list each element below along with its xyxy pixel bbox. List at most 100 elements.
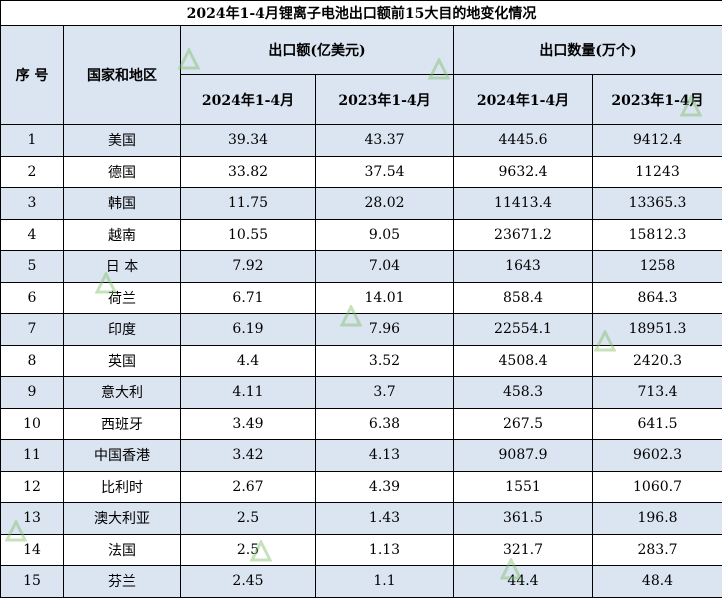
cell-value-2023: 4.39 [316, 471, 454, 503]
cell-value-2024: 4.4 [181, 345, 316, 377]
cell-qty-2023: 2420.3 [593, 345, 722, 377]
cell-qty-2023: 283.7 [593, 534, 722, 566]
cell-seq: 15 [1, 566, 64, 598]
cell-region: 美国 [64, 125, 181, 157]
cell-qty-2023: 9602.3 [593, 440, 722, 472]
cell-seq: 5 [1, 251, 64, 283]
cell-qty-2024: 9087.9 [454, 440, 593, 472]
cell-value-2024: 11.75 [181, 188, 316, 220]
cell-qty-2024: 361.5 [454, 503, 593, 535]
cell-region: 意大利 [64, 377, 181, 409]
cell-value-2023: 4.13 [316, 440, 454, 472]
cell-value-2024: 2.5 [181, 534, 316, 566]
cell-qty-2023: 1258 [593, 251, 722, 283]
cell-value-2024: 7.92 [181, 251, 316, 283]
cell-qty-2024: 23671.2 [454, 219, 593, 251]
cell-qty-2024: 321.7 [454, 534, 593, 566]
cell-value-2023: 14.01 [316, 282, 454, 314]
header-seq: 序 号 [1, 26, 64, 125]
cell-seq: 1 [1, 125, 64, 157]
header-region: 国家和地区 [64, 26, 181, 125]
cell-value-2023: 28.02 [316, 188, 454, 220]
cell-region: 印度 [64, 314, 181, 346]
cell-qty-2023: 13365.3 [593, 188, 722, 220]
cell-qty-2023: 11243 [593, 156, 722, 188]
cell-value-2023: 3.52 [316, 345, 454, 377]
cell-value-2023: 9.05 [316, 219, 454, 251]
cell-value-2023: 1.1 [316, 566, 454, 598]
cell-seq: 14 [1, 534, 64, 566]
cell-value-2024: 4.11 [181, 377, 316, 409]
cell-qty-2024: 267.5 [454, 408, 593, 440]
cell-qty-2024: 458.3 [454, 377, 593, 409]
cell-region: 中国香港 [64, 440, 181, 472]
cell-value-2023: 6.38 [316, 408, 454, 440]
cell-region: 比利时 [64, 471, 181, 503]
cell-value-2023: 7.04 [316, 251, 454, 283]
cell-seq: 8 [1, 345, 64, 377]
cell-seq: 13 [1, 503, 64, 535]
cell-region: 英国 [64, 345, 181, 377]
cell-qty-2023: 15812.3 [593, 219, 722, 251]
cell-region: 西班牙 [64, 408, 181, 440]
cell-qty-2024: 11413.4 [454, 188, 593, 220]
header-qty-2024: 2024年1-4月 [454, 75, 593, 125]
cell-qty-2024: 22554.1 [454, 314, 593, 346]
cell-qty-2024: 44.4 [454, 566, 593, 598]
cell-region: 芬兰 [64, 566, 181, 598]
cell-qty-2023: 196.8 [593, 503, 722, 535]
cell-region: 德国 [64, 156, 181, 188]
cell-value-2023: 1.13 [316, 534, 454, 566]
cell-qty-2023: 9412.4 [593, 125, 722, 157]
cell-value-2024: 10.55 [181, 219, 316, 251]
cell-value-2024: 39.34 [181, 125, 316, 157]
cell-qty-2023: 864.3 [593, 282, 722, 314]
cell-seq: 2 [1, 156, 64, 188]
cell-seq: 9 [1, 377, 64, 409]
cell-value-2023: 7.96 [316, 314, 454, 346]
cell-region: 日 本 [64, 251, 181, 283]
cell-value-2023: 3.7 [316, 377, 454, 409]
header-export-value: 出口额(亿美元) [181, 26, 454, 75]
cell-qty-2024: 858.4 [454, 282, 593, 314]
cell-value-2024: 33.82 [181, 156, 316, 188]
cell-seq: 4 [1, 219, 64, 251]
cell-qty-2024: 4508.4 [454, 345, 593, 377]
cell-region: 法国 [64, 534, 181, 566]
cell-qty-2023: 1060.7 [593, 471, 722, 503]
cell-value-2023: 37.54 [316, 156, 454, 188]
header-value-2024: 2024年1-4月 [181, 75, 316, 125]
cell-value-2024: 2.45 [181, 566, 316, 598]
cell-seq: 3 [1, 188, 64, 220]
header-value-2023: 2023年1-4月 [316, 75, 454, 125]
cell-value-2024: 6.71 [181, 282, 316, 314]
cell-value-2023: 43.37 [316, 125, 454, 157]
cell-qty-2023: 713.4 [593, 377, 722, 409]
cell-seq: 6 [1, 282, 64, 314]
cell-region: 荷兰 [64, 282, 181, 314]
cell-value-2024: 3.42 [181, 440, 316, 472]
cell-value-2023: 1.43 [316, 503, 454, 535]
cell-value-2024: 6.19 [181, 314, 316, 346]
cell-value-2024: 2.5 [181, 503, 316, 535]
table-title: 2024年1-4月锂离子电池出口额前15大目的地变化情况 [1, 1, 722, 26]
cell-qty-2023: 48.4 [593, 566, 722, 598]
cell-region: 澳大利亚 [64, 503, 181, 535]
cell-qty-2024: 1551 [454, 471, 593, 503]
cell-qty-2024: 1643 [454, 251, 593, 283]
